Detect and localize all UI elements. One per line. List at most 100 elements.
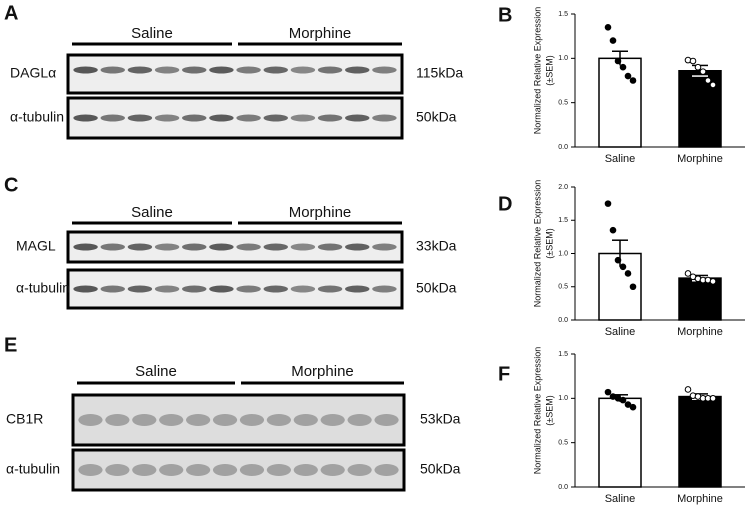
band <box>209 285 234 293</box>
y-tick-label: 0.5 <box>558 100 568 107</box>
y-axis-label: (±SEM) <box>544 228 554 258</box>
row-label: α-tubulin <box>6 461 60 477</box>
data-point <box>689 57 697 65</box>
band <box>372 243 397 251</box>
band <box>73 285 98 293</box>
band <box>73 243 98 251</box>
band <box>127 114 153 122</box>
size-label: 33kDa <box>416 238 457 254</box>
data-point <box>699 68 707 75</box>
band <box>293 414 318 426</box>
data-point <box>614 57 622 65</box>
band <box>105 414 130 426</box>
band <box>73 114 98 122</box>
panel-letter: B <box>498 4 512 26</box>
band <box>266 464 291 476</box>
group-label: Saline <box>131 25 173 42</box>
row-label: α-tubulin <box>10 109 64 125</box>
band <box>372 114 397 122</box>
data-point <box>629 283 637 291</box>
data-point <box>709 278 717 285</box>
row-label: CB1R <box>6 411 43 427</box>
y-tick-label: 0.0 <box>558 317 568 324</box>
data-point <box>684 270 692 277</box>
band <box>266 414 291 426</box>
data-point <box>684 386 692 393</box>
group-label: Morphine <box>289 25 352 42</box>
band <box>100 243 125 251</box>
y-axis-label: (±SEM) <box>544 55 554 85</box>
band <box>347 464 372 476</box>
x-tick-label: Saline <box>605 326 636 338</box>
band <box>263 285 288 293</box>
band <box>212 464 238 476</box>
band <box>347 414 372 426</box>
y-tick-label: 1.0 <box>558 250 568 257</box>
band <box>290 285 316 293</box>
y-axis-label: (±SEM) <box>544 395 554 425</box>
y-tick-label: 1.5 <box>558 217 568 224</box>
band <box>239 464 265 476</box>
x-tick-label: Saline <box>605 493 636 505</box>
bar <box>598 397 642 488</box>
data-point <box>704 77 712 84</box>
band <box>154 66 180 74</box>
band <box>372 66 397 74</box>
group-label: Saline <box>131 204 173 221</box>
y-axis-label: Normalized Relative Expression <box>532 7 542 135</box>
band <box>186 414 211 426</box>
band <box>263 114 288 122</box>
bar <box>678 277 722 321</box>
x-tick-label: Saline <box>605 153 636 165</box>
group-label: Morphine <box>291 363 354 380</box>
band <box>290 243 316 251</box>
band <box>182 66 207 74</box>
y-tick-label: 1.5 <box>558 351 568 358</box>
panel-letter: A <box>4 2 18 24</box>
band <box>345 243 370 251</box>
band <box>374 414 399 426</box>
size-label: 50kDa <box>420 461 461 477</box>
band <box>317 285 343 293</box>
y-tick-label: 1.0 <box>558 55 568 62</box>
bar <box>678 395 722 488</box>
y-tick-label: 0.0 <box>558 484 568 491</box>
band <box>159 414 184 426</box>
data-point <box>709 81 717 89</box>
band <box>236 243 261 251</box>
data-point <box>619 263 627 271</box>
data-point <box>709 395 717 402</box>
band <box>345 66 370 74</box>
data-point <box>609 226 617 234</box>
band <box>236 66 261 74</box>
y-tick-label: 2.0 <box>558 184 568 191</box>
band <box>100 285 125 293</box>
band <box>132 464 157 476</box>
band <box>186 464 211 476</box>
band <box>154 285 180 293</box>
band <box>212 414 238 426</box>
data-point <box>629 77 637 84</box>
band <box>209 114 234 122</box>
band <box>345 285 370 293</box>
panel-letter: F <box>498 363 510 385</box>
bar <box>598 57 642 148</box>
data-point <box>604 24 612 31</box>
data-point <box>604 388 612 396</box>
size-label: 50kDa <box>416 109 457 125</box>
size-label: 50kDa <box>416 280 457 296</box>
x-tick-label: Morphine <box>677 326 723 338</box>
band <box>236 285 261 293</box>
band <box>154 114 180 122</box>
band <box>182 285 207 293</box>
x-tick-label: Morphine <box>677 493 723 505</box>
panel-letter: C <box>4 174 18 196</box>
panel-letter: E <box>4 334 17 356</box>
group-label: Saline <box>135 363 177 380</box>
y-axis-label: Normalized Relative Expression <box>532 347 542 475</box>
y-tick-label: 0.0 <box>558 144 568 151</box>
x-tick-label: Morphine <box>677 153 723 165</box>
band <box>105 464 130 476</box>
band <box>345 114 370 122</box>
